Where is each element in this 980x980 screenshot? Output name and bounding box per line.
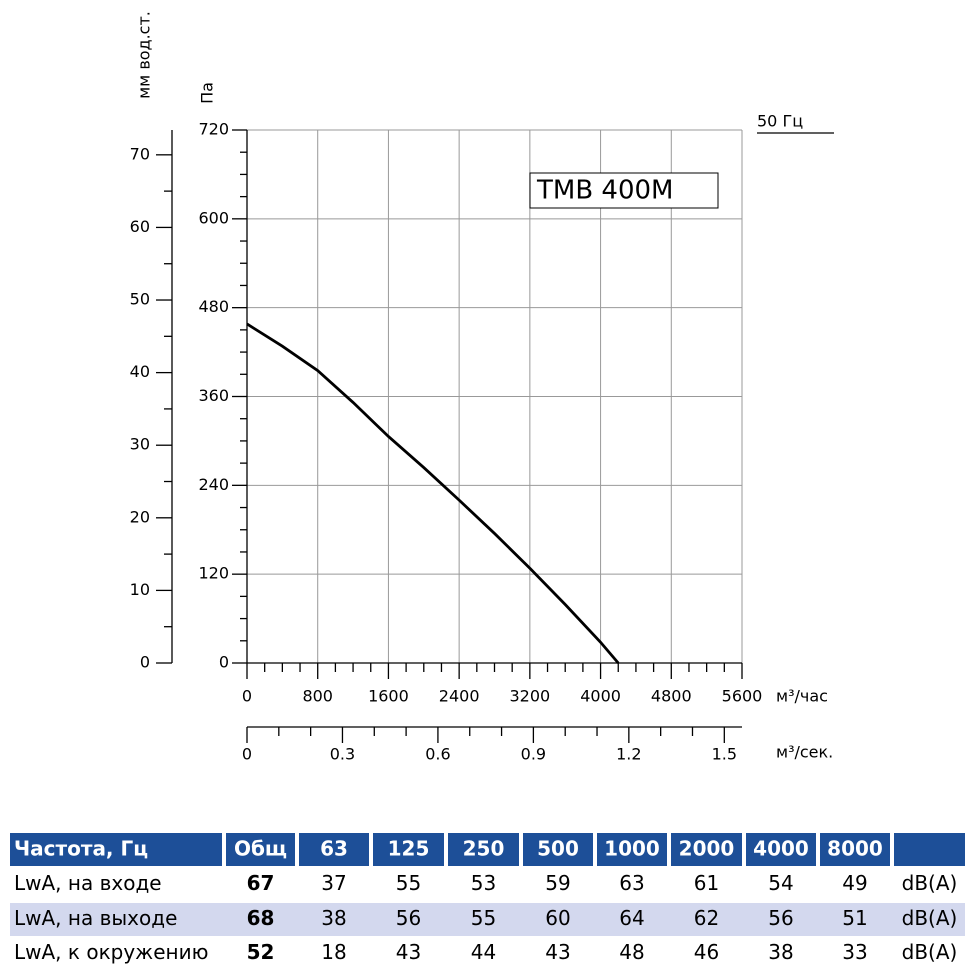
header-text: 2000 xyxy=(679,837,735,861)
y2-tick-label: 50 xyxy=(130,290,150,309)
table-cell: 56 xyxy=(768,906,793,930)
table-cell: 43 xyxy=(545,940,570,964)
table-cell: 49 xyxy=(842,871,867,895)
x2-tick-label: 0 xyxy=(242,745,252,764)
table-cell: 46 xyxy=(694,940,719,964)
table-cell: 64 xyxy=(619,906,644,930)
header-cell xyxy=(671,833,742,866)
y2-tick-label: 30 xyxy=(130,435,150,454)
y2-tick-label: 0 xyxy=(140,653,150,672)
table-cell: 44 xyxy=(471,940,496,964)
table-cell: 59 xyxy=(545,871,570,895)
x-tick-label: 4800 xyxy=(651,687,692,706)
y-tick-label: 0 xyxy=(219,653,229,672)
table-cell: 62 xyxy=(694,906,719,930)
x2-tick-label: 0.3 xyxy=(330,745,355,764)
y-tick-label: 240 xyxy=(198,475,229,494)
x2-tick-label: 0.6 xyxy=(425,745,450,764)
header-text: 4000 xyxy=(753,837,809,861)
header-text: 1000 xyxy=(604,837,660,861)
y2-tick-label: 70 xyxy=(130,144,150,163)
y-axis-title: Па xyxy=(198,82,217,104)
x-tick-label: 3200 xyxy=(509,687,550,706)
header-text: 125 xyxy=(388,837,430,861)
table-cell: 52 xyxy=(247,940,275,964)
table-cell: 37 xyxy=(321,871,346,895)
row-band xyxy=(10,903,965,936)
y2-tick-label: 40 xyxy=(130,362,150,381)
header-cell xyxy=(820,833,890,866)
header-cell xyxy=(373,833,444,866)
y-tick-label: 120 xyxy=(198,564,229,583)
x-tick-label: 5600 xyxy=(722,687,763,706)
table-cell: LwA, на входе xyxy=(14,871,162,895)
x-tick-label: 2400 xyxy=(439,687,480,706)
table-cell: 48 xyxy=(619,940,644,964)
y2-tick-label: 10 xyxy=(130,580,150,599)
header-text: Общ xyxy=(234,837,287,861)
table-cell: dB(A) xyxy=(902,871,958,895)
table-cell: 68 xyxy=(247,906,275,930)
y-tick-label: 360 xyxy=(198,386,229,405)
y2-tick-label: 60 xyxy=(130,217,150,236)
table-cell: 61 xyxy=(694,871,719,895)
table-cell: 54 xyxy=(768,871,793,895)
header-text: 250 xyxy=(463,837,505,861)
x-tick-label: 4000 xyxy=(580,687,621,706)
table-cell: 67 xyxy=(247,871,275,895)
table-cell: 55 xyxy=(396,871,421,895)
table-cell: 33 xyxy=(842,940,867,964)
header-cell xyxy=(746,833,816,866)
y-tick-label: 600 xyxy=(198,208,229,227)
table-cell: LwA, на выходе xyxy=(14,906,177,930)
header-cell xyxy=(894,833,965,866)
x-axis-title: м³/час xyxy=(776,687,828,706)
y2-tick-label: 20 xyxy=(130,507,150,526)
x-tick-label: 0 xyxy=(242,687,252,706)
table-cell: 56 xyxy=(396,906,421,930)
x-tick-label: 800 xyxy=(302,687,333,706)
header-text: Частота, Гц xyxy=(14,837,148,861)
table-cell: dB(A) xyxy=(902,940,958,964)
y2-axis-title: мм вод.ст. xyxy=(135,11,154,99)
header-cell xyxy=(226,833,295,866)
table-cell: 63 xyxy=(619,871,644,895)
header-text: 8000 xyxy=(827,837,883,861)
header-cell xyxy=(299,833,369,866)
table-cell: 43 xyxy=(396,940,421,964)
table-cell: 38 xyxy=(321,906,346,930)
table-cell: 55 xyxy=(471,906,496,930)
frequency-label: 50 Гц xyxy=(757,112,803,131)
table-cell: 38 xyxy=(768,940,793,964)
x-tick-label: 1600 xyxy=(368,687,409,706)
header-text: 500 xyxy=(537,837,579,861)
header-text: 63 xyxy=(320,837,348,861)
header-cell xyxy=(448,833,519,866)
curve xyxy=(246,322,620,664)
table-cell: 53 xyxy=(471,871,496,895)
table-cell: LwA, к окружению xyxy=(14,940,208,964)
x2-tick-label: 1.5 xyxy=(712,745,737,764)
y-tick-label: 720 xyxy=(198,120,229,139)
x2-tick-label: 0.9 xyxy=(521,745,546,764)
table-cell: 51 xyxy=(842,906,867,930)
x2-axis-title: м³/сек. xyxy=(776,743,833,762)
y-tick-label: 480 xyxy=(198,297,229,316)
table-cell: 60 xyxy=(545,906,570,930)
table-cell: dB(A) xyxy=(902,906,958,930)
x2-tick-label: 1.2 xyxy=(616,745,641,764)
header-cell xyxy=(523,833,593,866)
table-cell: 18 xyxy=(321,940,346,964)
header-cell xyxy=(597,833,667,866)
label-box xyxy=(529,172,719,209)
header-cell xyxy=(10,833,222,866)
curve-label: TMB 400M xyxy=(536,176,673,206)
